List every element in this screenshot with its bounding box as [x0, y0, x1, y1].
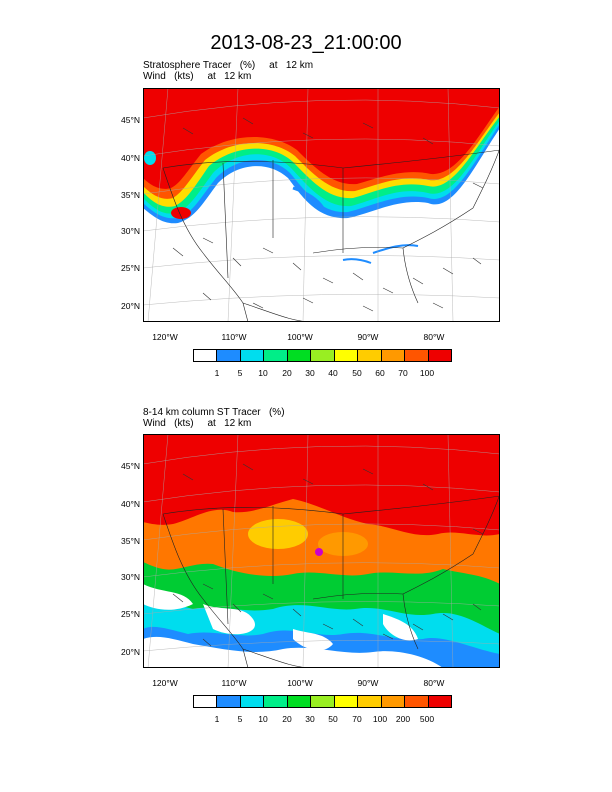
panel1-lat-20: 20°N [121, 301, 140, 311]
colorbar-box [287, 350, 312, 361]
colorbar-box [334, 696, 359, 707]
panel2-cb-label: 1 [214, 714, 220, 724]
panel1-lat-30: 30°N [121, 226, 140, 236]
panel2-colorbar [193, 695, 452, 708]
colorbar-box [381, 350, 406, 361]
panel2-cb-label: 30 [305, 714, 315, 724]
panel2-lat-20: 20°N [121, 647, 140, 657]
panel1-cb-label: 10 [258, 368, 268, 378]
panel1-cb-label: 30 [305, 368, 315, 378]
panel1-colorbar [193, 349, 452, 362]
panel2-cb-label: 200 [395, 714, 411, 724]
colorbar-box [358, 696, 382, 707]
panel1-lon-120: 120°W [152, 332, 178, 342]
colorbar-box [405, 696, 429, 707]
colorbar-box [287, 696, 312, 707]
panel2-map [143, 434, 500, 668]
panel2-cb-label: 20 [282, 714, 292, 724]
panel2-lat-35: 35°N [121, 536, 140, 546]
colorbar-box [240, 696, 265, 707]
panel2-lon-80: 80°W [423, 678, 445, 688]
wind-barbs [172, 117, 484, 312]
colorbar-box [334, 350, 359, 361]
panel2-cb-label: 50 [328, 714, 338, 724]
panel2-cb-label: 5 [237, 714, 243, 724]
panel2-lon-90: 90°W [357, 678, 379, 688]
graticule [143, 88, 500, 322]
panel2-lon-120: 120°W [152, 678, 178, 688]
panel1-cb-label: 40 [328, 368, 338, 378]
panel1-lat-25: 25°N [121, 263, 140, 273]
column-red [143, 434, 500, 536]
colorbar-box [264, 350, 288, 361]
panel2-lon-100: 100°W [287, 678, 313, 688]
panel1-title-line2: Wind (kts) at 12 km [143, 71, 252, 82]
panel1-cb-label: 100 [419, 368, 435, 378]
panel1-lat-45: 45°N [121, 115, 140, 125]
graticule [143, 434, 500, 668]
panel1-cb-label: 20 [282, 368, 292, 378]
panel2-lat-40: 40°N [121, 499, 140, 509]
colorbar-box [194, 350, 218, 361]
panel2-lat-30: 30°N [121, 572, 140, 582]
colorbar-box [358, 350, 382, 361]
colorbar-box [311, 350, 335, 361]
panel1-lat-35: 35°N [121, 190, 140, 200]
panel1-map [143, 88, 500, 322]
panel2-title-line1: 8-14 km column ST Tracer (%) [143, 407, 285, 418]
panel2-cb-label: 500 [419, 714, 435, 724]
colorbar-box [405, 350, 429, 361]
coastlines [162, 147, 500, 322]
panel1-cb-label: 60 [375, 368, 385, 378]
panel1-cb-label: 5 [237, 368, 243, 378]
panel2-lon-110: 110°W [221, 678, 247, 688]
panel2-cb-label: 70 [352, 714, 362, 724]
colorbar-box [217, 350, 241, 361]
panel2-cb-label: 100 [372, 714, 388, 724]
panel2-title-line2: Wind (kts) at 12 km [143, 418, 252, 429]
panel1-lat-40: 40°N [121, 153, 140, 163]
panel2-cb-label: 10 [258, 714, 268, 724]
panel1-lon-110: 110°W [221, 332, 247, 342]
colorbar-box [240, 350, 265, 361]
colorbar-box [217, 696, 241, 707]
panel1-cb-label: 1 [214, 368, 220, 378]
colorbar-box [311, 696, 335, 707]
panel1-lon-100: 100°W [287, 332, 313, 342]
coastlines [162, 493, 500, 668]
panel2-lat-25: 25°N [121, 609, 140, 619]
colorbar-box [428, 350, 451, 361]
colorbar-box [381, 696, 406, 707]
colorbar-box [194, 696, 218, 707]
panel1-lon-90: 90°W [357, 332, 379, 342]
wind-barbs [172, 463, 484, 647]
panel1-lon-80: 80°W [423, 332, 445, 342]
panel1-cb-label: 50 [352, 368, 362, 378]
colorbar-box [428, 696, 451, 707]
colorbar-box [264, 696, 288, 707]
panel1-title-line1: Stratosphere Tracer (%) at 12 km [143, 60, 314, 71]
map-title: 2013-08-23_21:00:00 [210, 32, 402, 54]
panel2-lat-45: 45°N [121, 461, 140, 471]
tracer-red-core [143, 88, 500, 189]
panel1-cb-label: 70 [398, 368, 408, 378]
